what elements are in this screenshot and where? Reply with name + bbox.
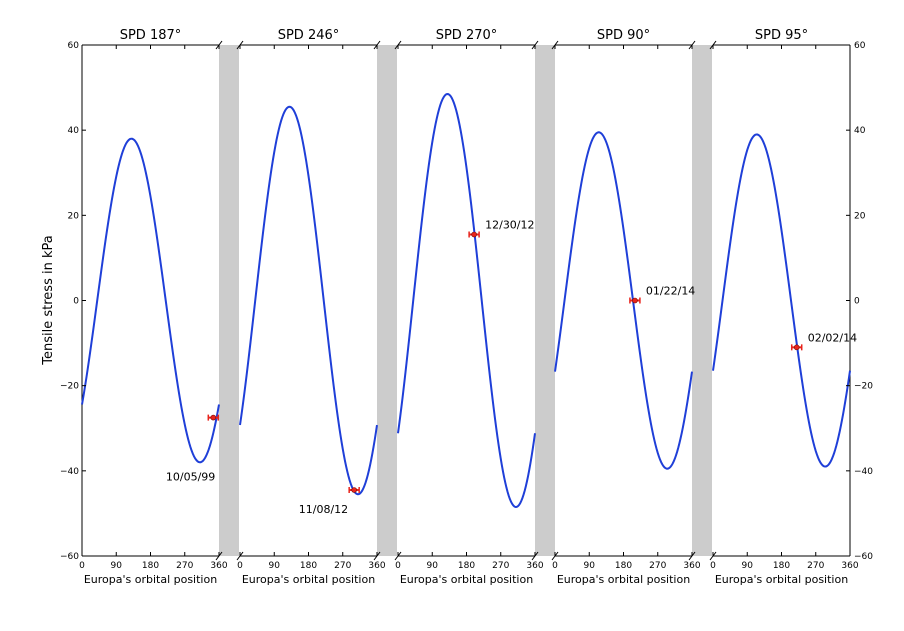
- x-tick-label: 180: [615, 561, 632, 571]
- observation-point: [471, 231, 477, 238]
- y-tick-label-right: 0: [854, 297, 860, 307]
- y-tick-label-right: 60: [854, 41, 866, 51]
- chart-panel: 0 90 180 270 360 SPD 90° Europa's orbital posi…: [551, 28, 701, 586]
- y-axes: 60 60 40 40 20 20 0 0 −20 −20 −40 −40 −60 −60: [60, 41, 873, 562]
- stress-curve: [712, 133, 851, 468]
- panel-gap-band: [377, 45, 397, 556]
- y-tick-label-left: −60: [60, 552, 79, 562]
- stress-curve: [239, 105, 378, 496]
- panel-title: SPD 246°: [278, 28, 340, 43]
- chart-panel: 0 90 180 270 360 SPD 246° Europa's orbital pos…: [236, 28, 386, 586]
- observation-date-label: 01/22/14: [646, 285, 695, 298]
- x-tick-label: 90: [269, 561, 281, 571]
- chart-panel: 0 90 180 270 360 SPD 270° Europa's orbital pos…: [394, 28, 544, 586]
- x-tick-label: 360: [526, 561, 543, 571]
- x-axis-label: Europa's orbital position: [84, 573, 217, 586]
- panel-title: SPD 95°: [755, 28, 808, 43]
- y-tick-label-left: 20: [68, 211, 80, 221]
- observation-date-label: 10/05/99: [166, 471, 215, 484]
- x-tick-label: 270: [649, 561, 666, 571]
- panel-title: SPD 270°: [436, 28, 498, 43]
- x-tick-label: 360: [368, 561, 385, 571]
- x-tick-label: 180: [300, 561, 317, 571]
- x-tick-label: 90: [584, 561, 596, 571]
- observation-point: [793, 344, 800, 351]
- y-axis-label: Tensile stress in kPa: [41, 235, 56, 365]
- x-tick-label: 90: [111, 561, 123, 571]
- observation-date-label: 11/08/12: [299, 503, 348, 516]
- x-axis-label: Europa's orbital position: [557, 573, 690, 586]
- x-axis-label: Europa's orbital position: [242, 573, 375, 586]
- x-tick-label: 270: [334, 561, 351, 571]
- panel-gap-band: [535, 45, 555, 556]
- stress-curve: [81, 137, 220, 464]
- y-tick-label-right: −60: [854, 552, 873, 562]
- observation-point: [632, 297, 638, 304]
- stress-curve: [397, 92, 536, 509]
- observation-marker: [468, 231, 480, 238]
- panel-title: SPD 90°: [597, 28, 650, 43]
- observation-marker: [629, 297, 641, 304]
- panel-gaps: [219, 45, 712, 556]
- panel-gap-band: [219, 45, 239, 556]
- x-tick-label: 360: [841, 561, 858, 571]
- x-tick-label: 180: [142, 561, 159, 571]
- chart-panel: 0 90 180 270 360 SPD 187° Europa's orbital pos…: [79, 28, 228, 586]
- x-tick-label: 0: [237, 561, 243, 571]
- x-tick-label: 90: [742, 561, 754, 571]
- x-tick-label: 270: [807, 561, 824, 571]
- x-tick-label: 0: [79, 561, 85, 571]
- y-tick-label-right: 20: [854, 211, 866, 221]
- x-tick-label: 360: [210, 561, 227, 571]
- x-tick-label: 90: [427, 561, 439, 571]
- stress-curve: [554, 131, 693, 470]
- y-tick-label-left: 0: [73, 297, 79, 307]
- x-tick-label: 270: [176, 561, 193, 571]
- y-tick-label-left: −40: [60, 467, 79, 477]
- panel-title: SPD 187°: [120, 28, 182, 43]
- observation-point: [210, 414, 217, 421]
- chart-panel: 0 90 180 270 360 SPD 95° Europa's orbital posi…: [709, 28, 859, 586]
- y-tick-label-left: 40: [68, 126, 80, 136]
- x-tick-label: 360: [683, 561, 700, 571]
- chart-panels: 0 90 180 270 360 SPD 187° Europa's orbital pos…: [79, 28, 859, 586]
- x-tick-label: 0: [552, 561, 558, 571]
- observation-marker: [790, 344, 803, 351]
- observation-date-label: 12/30/12: [485, 218, 534, 231]
- x-tick-label: 0: [710, 561, 716, 571]
- observation-point: [351, 487, 357, 493]
- observation-marker: [207, 414, 220, 421]
- observation-marker: [348, 486, 360, 493]
- x-axis-label: Europa's orbital position: [715, 573, 848, 586]
- y-tick-label-right: 40: [854, 126, 866, 136]
- x-tick-label: 270: [492, 561, 509, 571]
- y-tick-label-left: 60: [68, 41, 80, 51]
- panel-gap-band: [692, 45, 712, 556]
- y-tick-label-right: −20: [854, 382, 873, 392]
- x-tick-label: 0: [395, 561, 401, 571]
- y-tick-label-right: −40: [854, 467, 873, 477]
- observation-date-label: 02/02/14: [808, 331, 857, 344]
- x-tick-label: 180: [458, 561, 475, 571]
- y-tick-label-left: −20: [60, 382, 79, 392]
- x-axis-label: Europa's orbital position: [400, 573, 533, 586]
- x-tick-label: 180: [773, 561, 790, 571]
